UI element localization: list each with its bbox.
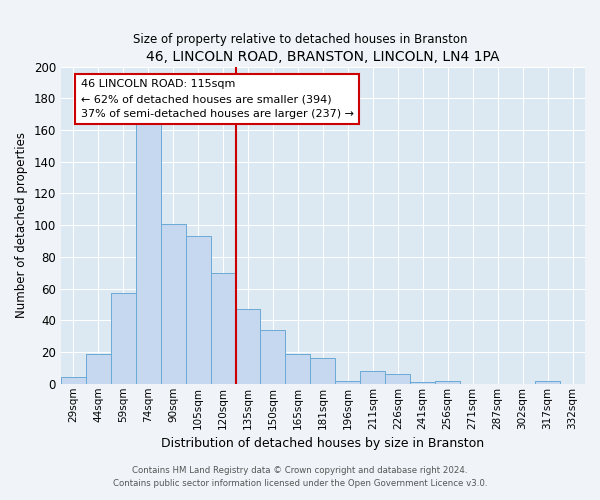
Text: Size of property relative to detached houses in Branston: Size of property relative to detached ho… <box>133 32 467 46</box>
Bar <box>361 371 385 384</box>
Text: Contains HM Land Registry data © Crown copyright and database right 2024.
Contai: Contains HM Land Registry data © Crown c… <box>113 466 487 487</box>
Bar <box>61 378 86 384</box>
Bar <box>310 358 335 384</box>
Bar <box>385 374 410 384</box>
Bar <box>410 382 435 384</box>
Text: 46 LINCOLN ROAD: 115sqm
← 62% of detached houses are smaller (394)
37% of semi-d: 46 LINCOLN ROAD: 115sqm ← 62% of detache… <box>81 79 354 119</box>
X-axis label: Distribution of detached houses by size in Branston: Distribution of detached houses by size … <box>161 437 484 450</box>
Bar <box>161 224 185 384</box>
Bar <box>535 380 560 384</box>
Bar <box>211 272 236 384</box>
Bar <box>286 354 310 384</box>
Bar <box>86 354 111 384</box>
Bar <box>335 380 361 384</box>
Bar <box>435 380 460 384</box>
Bar <box>236 309 260 384</box>
Title: 46, LINCOLN ROAD, BRANSTON, LINCOLN, LN4 1PA: 46, LINCOLN ROAD, BRANSTON, LINCOLN, LN4… <box>146 50 500 64</box>
Y-axis label: Number of detached properties: Number of detached properties <box>15 132 28 318</box>
Bar <box>136 122 161 384</box>
Bar <box>260 330 286 384</box>
Bar <box>111 294 136 384</box>
Bar <box>185 236 211 384</box>
